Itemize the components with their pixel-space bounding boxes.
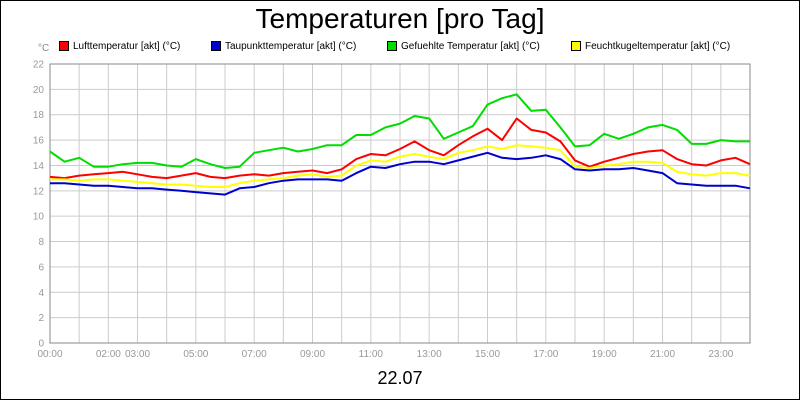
chart-legend: Lufttemperatur [akt] (°C) Taupunkttemper…	[1, 39, 799, 53]
x-tick-label: 19:00	[592, 349, 617, 360]
x-tick-label: 05:00	[183, 349, 208, 360]
y-tick-label: 12	[33, 186, 45, 197]
legend-label: Lufttemperatur [akt] (°C)	[73, 40, 181, 52]
legend-item-lufttemperatur: Lufttemperatur [akt] (°C)	[59, 39, 180, 53]
legend-swatch-blue	[211, 41, 221, 51]
y-tick-label: 4	[38, 288, 44, 299]
x-tick-label: 15:00	[475, 349, 500, 360]
legend-label: Feuchtkugeltemperatur [akt] (°C)	[585, 40, 731, 52]
y-tick-label: 0	[38, 339, 44, 350]
y-tick-label: 22	[33, 60, 45, 71]
x-tick-label: 03:00	[125, 349, 150, 360]
x-tick-label: 13:00	[417, 349, 442, 360]
x-tick-label: 23:00	[708, 349, 733, 360]
x-tick-label: 21:00	[650, 349, 675, 360]
y-tick-label: 2	[38, 313, 44, 324]
x-tick-label: 00:00	[37, 349, 62, 360]
legend-label: Gefuehlte Temperatur [akt] (°C)	[401, 40, 540, 52]
legend-item-feuchtkugeltemperatur: Feuchtkugeltemperatur [akt] (°C)	[571, 39, 730, 53]
legend-swatch-red	[59, 41, 69, 51]
series-line-0	[49, 117, 751, 180]
y-tick-label: 16	[33, 136, 45, 147]
y-tick-label: 20	[33, 85, 45, 96]
date-label: 22.07	[377, 368, 423, 388]
x-tick-label: 09:00	[300, 349, 325, 360]
y-tick-label: 18	[33, 110, 45, 121]
y-tick-label: 10	[33, 212, 45, 223]
series-line-3	[50, 144, 751, 188]
plot-border	[49, 63, 751, 344]
series-line-2	[49, 93, 750, 169]
x-tick-label: 11:00	[359, 349, 384, 360]
series-line-1	[50, 151, 751, 196]
x-tick-label: 17:00	[533, 349, 558, 360]
legend-item-taupunkttemperatur: Taupunkttemperatur [akt] (°C)	[211, 39, 356, 53]
chart-title: Temperaturen [pro Tag]	[255, 3, 545, 34]
legend-swatch-yellow	[571, 41, 581, 51]
legend-item-gefuehlte-temperatur: Gefuehlte Temperatur [akt] (°C)	[387, 39, 540, 53]
legend-swatch-green	[387, 41, 397, 51]
y-tick-label: 14	[33, 161, 45, 172]
legend-label: Taupunkttemperatur [akt] (°C)	[225, 40, 357, 52]
y-axis-unit: °C	[38, 43, 50, 54]
x-tick-label: 07:00	[242, 349, 267, 360]
y-tick-label: 6	[38, 262, 44, 273]
x-tick-label: 02:00	[96, 349, 121, 360]
y-tick-label: 8	[38, 237, 44, 248]
